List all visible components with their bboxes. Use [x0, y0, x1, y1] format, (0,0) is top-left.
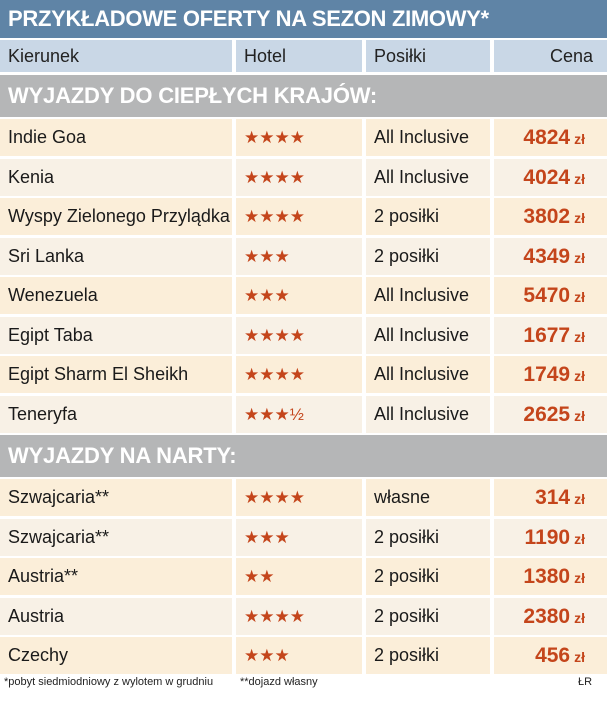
hotel-stars: ★★★★: [236, 316, 362, 354]
column-header-hotel: Hotel: [236, 40, 362, 72]
price-currency: zł: [574, 368, 585, 384]
price-currency: zł: [574, 249, 585, 266]
cell-cena: 1749 zł: [494, 356, 607, 393]
hotel-stars: ★★★: [236, 277, 362, 314]
cell-kierunek: Teneryfa: [0, 395, 232, 433]
price-currency: zł: [574, 131, 585, 147]
price-value: 3802: [523, 205, 571, 228]
cell-kierunek: Indie Goa: [0, 119, 232, 156]
hotel-stars: ★★★★: [236, 479, 362, 516]
hotel-stars: ★★★: [236, 518, 362, 556]
hotel-stars: ★★★: [236, 637, 362, 674]
cell-posilki: własne: [366, 479, 490, 516]
price-value: 2380: [523, 604, 571, 628]
cell-cena: 4824 zł: [494, 119, 607, 156]
price-currency: zł: [574, 407, 585, 424]
cell-kierunek: Egipt Taba: [0, 316, 232, 354]
column-header-posilki: Posiłki: [366, 40, 490, 72]
cell-posilki: All Inclusive: [366, 395, 490, 433]
price-currency: zł: [574, 170, 585, 187]
cell-kierunek: Czechy: [0, 637, 232, 674]
hotel-stars: ★★★: [236, 237, 362, 275]
price-value: 5470: [523, 284, 571, 307]
price-value: 1190: [524, 525, 571, 549]
price-value: 4024: [523, 165, 571, 189]
hotel-stars: ★★★★: [236, 158, 362, 196]
cell-kierunek: Austria: [0, 597, 232, 635]
cell-posilki: 2 posiłki: [366, 597, 490, 635]
cell-posilki: All Inclusive: [366, 316, 490, 354]
cell-cena: 3802 zł: [494, 198, 607, 235]
cell-cena: 314 zł: [494, 479, 607, 516]
price-value: 4824: [523, 126, 571, 149]
section-header: WYJAZDY DO CIEPŁYCH KRAJÓW:: [0, 75, 607, 117]
cell-posilki: 2 posiłki: [366, 558, 490, 595]
cell-kierunek: Szwajcaria**: [0, 479, 232, 516]
cell-posilki: 2 posiłki: [366, 637, 490, 674]
price-currency: zł: [574, 289, 585, 305]
cell-cena: 5470 zł: [494, 277, 607, 314]
cell-posilki: All Inclusive: [366, 356, 490, 393]
price-currency: zł: [574, 328, 585, 345]
column-header-cena: Cena: [494, 40, 607, 72]
hotel-stars: ★★★½: [236, 395, 362, 433]
price-currency: zł: [574, 609, 585, 626]
cell-cena: 456 zł: [494, 637, 607, 674]
price-currency: zł: [574, 210, 585, 226]
cell-posilki: All Inclusive: [366, 277, 490, 314]
hotel-stars: ★★★★: [236, 119, 362, 156]
cell-kierunek: Austria**: [0, 558, 232, 595]
column-header-kierunek: Kierunek: [0, 40, 232, 72]
author-credit: ŁR: [578, 676, 593, 688]
cell-kierunek: Kenia: [0, 158, 232, 196]
hotel-stars: ★★: [236, 558, 362, 595]
footnote-transport: **dojazd własny: [240, 676, 318, 688]
hotel-stars: ★★★★: [236, 356, 362, 393]
cell-cena: 1380 zł: [494, 558, 607, 595]
cell-cena: 2380 zł: [494, 597, 607, 635]
price-currency: zł: [574, 649, 585, 665]
price-currency: zł: [574, 530, 585, 547]
cell-cena: 1190 zł: [494, 518, 607, 556]
price-currency: zł: [574, 491, 585, 507]
cell-posilki: All Inclusive: [366, 119, 490, 156]
hotel-stars: ★★★★: [236, 597, 362, 635]
price-value: 2625: [523, 402, 571, 426]
price-value: 1749: [523, 363, 571, 386]
cell-posilki: 2 posiłki: [366, 237, 490, 275]
cell-kierunek: Egipt Sharm El Sheikh: [0, 356, 232, 393]
cell-cena: 4024 zł: [494, 158, 607, 196]
price-value: 4349: [523, 244, 571, 268]
price-value: 1677: [523, 323, 571, 347]
hotel-stars: ★★★★: [236, 198, 362, 235]
section-header: WYJAZDY NA NARTY:: [0, 435, 607, 477]
price-value: 456: [535, 644, 571, 667]
cell-kierunek: Szwajcaria**: [0, 518, 232, 556]
cell-kierunek: Wenezuela: [0, 277, 232, 314]
cell-posilki: 2 posiłki: [366, 198, 490, 235]
table-title: PRZYKŁADOWE OFERTY NA SEZON ZIMOWY*: [0, 0, 607, 38]
price-currency: zł: [574, 570, 585, 586]
cell-cena: 2625 zł: [494, 395, 607, 433]
cell-posilki: 2 posiłki: [366, 518, 490, 556]
cell-kierunek: Wyspy Zielonego Przylądka: [0, 198, 232, 235]
cell-cena: 4349 zł: [494, 237, 607, 275]
cell-kierunek: Sri Lanka: [0, 237, 232, 275]
footnote-stay: *pobyt siedmiodniowy z wylotem w grudniu: [4, 676, 214, 688]
cell-cena: 1677 zł: [494, 316, 607, 354]
price-value: 314: [535, 486, 571, 509]
cell-posilki: All Inclusive: [366, 158, 490, 196]
price-value: 1380: [523, 565, 571, 588]
